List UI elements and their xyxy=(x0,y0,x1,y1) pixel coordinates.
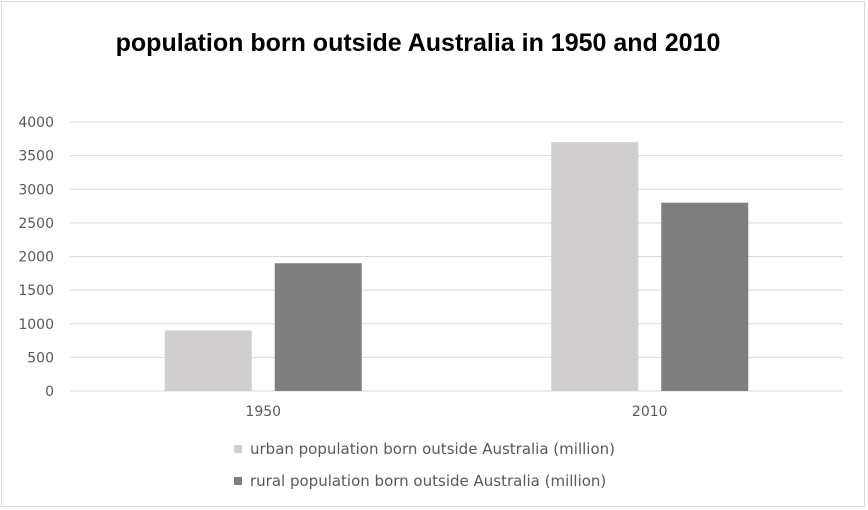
x-tick-label: 2010 xyxy=(632,404,668,420)
y-tick-label: 2000 xyxy=(18,250,54,266)
legend-label: rural population born outside Australia … xyxy=(250,471,607,490)
y-tick-label: 0 xyxy=(45,384,54,400)
bar-urban-1950 xyxy=(164,330,252,391)
legend-item: rural population born outside Australia … xyxy=(234,470,615,491)
chart-legend: urban population born outside Australia … xyxy=(234,438,615,502)
y-tick-label: 3500 xyxy=(18,149,54,165)
y-tick-label: 4000 xyxy=(18,115,54,131)
bar-rural-1950 xyxy=(274,263,362,391)
bar-urban-2010 xyxy=(551,142,639,391)
y-tick-label: 2500 xyxy=(18,216,54,232)
legend-swatch xyxy=(234,444,242,453)
bar-rural-2010 xyxy=(661,202,749,391)
x-tick-label: 1950 xyxy=(245,404,281,420)
y-tick-label: 1000 xyxy=(18,317,54,333)
legend-item: urban population born outside Australia … xyxy=(234,438,615,459)
legend-swatch xyxy=(234,476,242,485)
y-tick-label: 500 xyxy=(27,350,54,366)
y-tick-label: 3000 xyxy=(18,182,54,198)
legend-label: urban population born outside Australia … xyxy=(250,439,615,458)
chart-title: population born outside Australia in 195… xyxy=(115,29,721,57)
y-tick-label: 1500 xyxy=(18,283,54,299)
